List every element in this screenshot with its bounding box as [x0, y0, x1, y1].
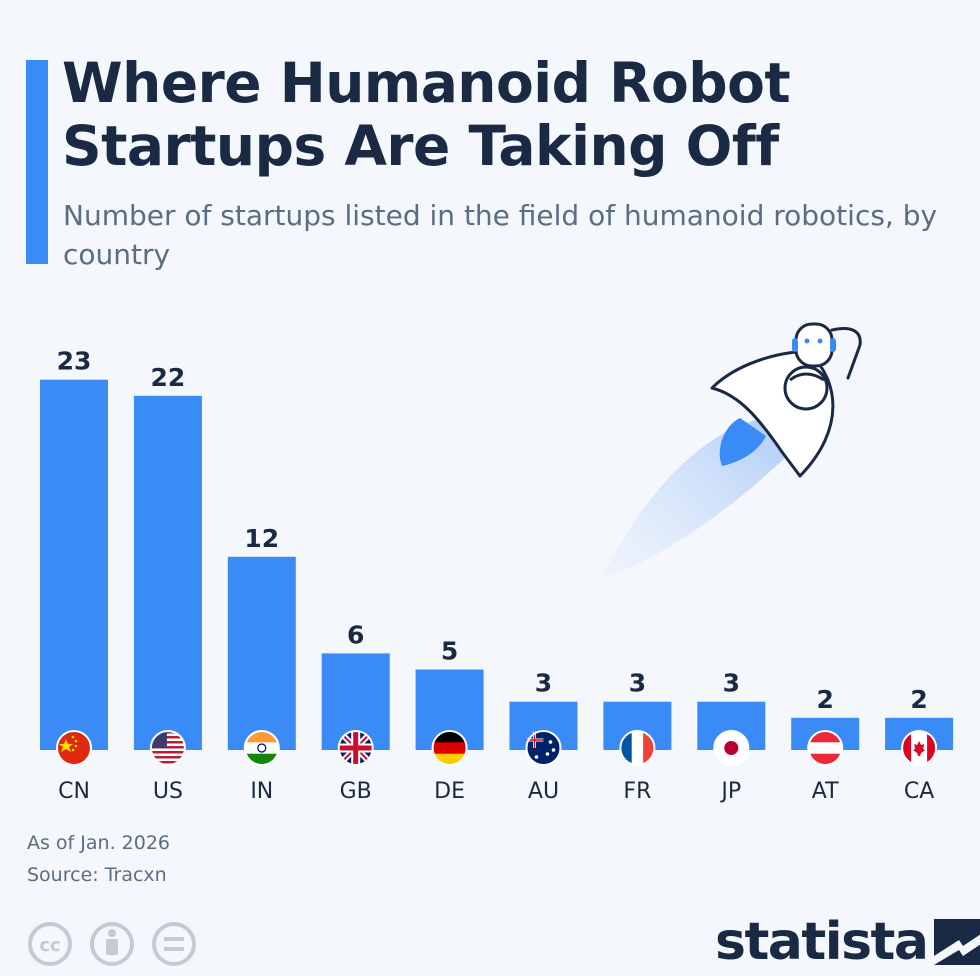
usa-flag-icon	[149, 730, 186, 766]
brand-wordmark: statista	[715, 912, 929, 972]
bar-value-label: 3	[535, 669, 552, 698]
statista-logo[interactable]: statista	[715, 912, 980, 972]
svg-text:cc: cc	[39, 935, 60, 956]
title-accent-bar	[26, 60, 48, 264]
bar-in	[227, 556, 296, 750]
bar-value-label: 5	[441, 637, 458, 666]
uk-flag-icon	[337, 730, 374, 766]
bar-value-label: 3	[629, 669, 646, 698]
germany-flag-icon	[431, 730, 468, 766]
bar-value-label: 23	[57, 347, 92, 376]
bars-group: 23 CN 22 US 12 IN 6 GB 5 DE 3 AU 3 FR 3 JP 2 AT 2 CA	[40, 347, 954, 804]
as-of-note: As of Jan. 2026	[27, 832, 171, 854]
statista-mark-icon	[934, 919, 980, 965]
bar-value-label: 6	[347, 620, 364, 649]
bar-value-label: 2	[816, 685, 833, 714]
india-flag-icon	[243, 730, 280, 766]
source-note: Source: Tracxn	[27, 864, 167, 886]
x-tick-label: FR	[623, 779, 651, 804]
france-flag-icon	[619, 730, 656, 766]
bar-us	[133, 395, 202, 750]
chart-title: Where Humanoid Robot Startups Are Taking…	[62, 51, 791, 178]
attribution-icon	[90, 922, 134, 966]
cc-icon: cc	[28, 922, 72, 966]
x-tick-label: AT	[812, 779, 839, 804]
x-tick-label: US	[153, 779, 183, 804]
x-tick-label: GB	[340, 779, 372, 804]
license-icons: cc	[26, 920, 206, 976]
australia-flag-icon	[525, 730, 562, 766]
austria-flag-icon	[807, 730, 844, 766]
x-tick-label: CA	[904, 779, 934, 804]
bar-value-label: 22	[151, 363, 186, 392]
x-tick-label: AU	[528, 779, 559, 804]
bar-value-label: 12	[244, 524, 279, 553]
x-tick-label: CN	[58, 779, 90, 804]
bar-value-label: 2	[910, 685, 927, 714]
x-tick-label: IN	[250, 779, 273, 804]
bar-cn	[40, 379, 108, 750]
canada-flag-icon	[901, 730, 938, 766]
no-derivatives-icon	[152, 922, 196, 966]
chart-subtitle: Number of startups listed in the field o…	[63, 199, 938, 271]
china-flag-icon	[56, 730, 92, 766]
x-tick-label: DE	[434, 779, 465, 804]
japan-flag-icon	[713, 730, 750, 766]
bar-value-label: 3	[723, 669, 740, 698]
x-tick-label: JP	[719, 779, 741, 804]
robot-rocket-icon	[602, 322, 862, 578]
